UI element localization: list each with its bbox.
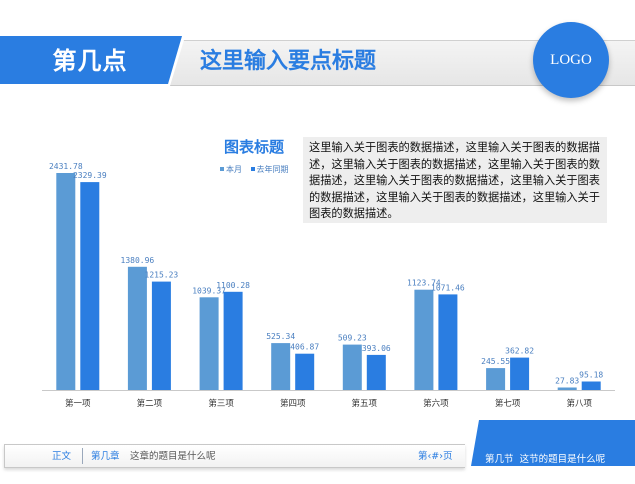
- footer-section-label: 第几节: [485, 454, 514, 465]
- x-tick-label-4: 第四项: [280, 398, 306, 409]
- chart-description: 这里输入关于图表的数据描述，这里输入关于图表的数据描述，这里输入关于图表的数据描…: [303, 137, 607, 223]
- bar-s1-8: [557, 387, 577, 390]
- data-label-s2-2: 1215.23: [145, 271, 179, 280]
- footer-bar: [4, 444, 465, 468]
- logo: LOGO: [533, 22, 609, 98]
- data-label-s1-2: 1380.96: [121, 256, 155, 265]
- footer-body-label: 正文: [52, 451, 72, 462]
- bar-s2-6: [438, 294, 458, 390]
- footer-divider: [82, 448, 83, 464]
- bar-s1-4: [271, 343, 291, 390]
- data-label-s1-8: 27.83: [555, 377, 579, 386]
- footer-section-text: 第几节 这节的题目是什么呢: [485, 451, 605, 465]
- data-label-s2-1: 2329.39: [73, 171, 107, 180]
- legend-label-1: 本月: [226, 165, 242, 174]
- x-tick-label-3: 第三项: [208, 398, 234, 409]
- x-tick-label-6: 第六项: [423, 398, 449, 409]
- data-label-s1-6: 1123.74: [407, 279, 441, 288]
- bar-s2-5: [366, 354, 386, 390]
- data-label-s1-4: 525.34: [266, 332, 295, 341]
- header-section-tab: [0, 36, 182, 84]
- footer-chapter-label: 第几章: [91, 451, 120, 462]
- legend-swatch-2: [250, 167, 255, 171]
- data-label-s1-3: 1039.37: [192, 286, 226, 295]
- footer-section-tab: [471, 420, 635, 466]
- bar-s2-3: [223, 291, 243, 390]
- bar-s1-3: [199, 297, 219, 390]
- bar-s2-7: [510, 357, 530, 390]
- page-title: 这里输入要点标题: [200, 49, 377, 74]
- bar-s2-8: [581, 381, 601, 390]
- footer-section-title: 这节的题目是什么呢: [519, 454, 606, 465]
- chart-legend: 本月 去年同期: [220, 164, 295, 175]
- legend-swatch-1: [220, 167, 224, 171]
- x-tick-label-2: 第二项: [137, 398, 163, 409]
- legend-label-2: 去年同期: [256, 165, 289, 174]
- x-tick-label-1: 第一项: [65, 398, 91, 409]
- legend-item-2: 去年同期: [250, 165, 289, 174]
- bar-s1-6: [414, 289, 434, 390]
- bar-s1-2: [127, 266, 147, 390]
- data-label-s2-4: 406.87: [290, 343, 319, 352]
- data-label-s2-3: 1100.28: [216, 281, 250, 290]
- bar-s1-7: [486, 368, 506, 390]
- data-label-s2-7: 362.82: [505, 347, 534, 356]
- chart-title: 图表标题: [224, 138, 285, 156]
- x-tick-label-5: 第五项: [352, 398, 378, 409]
- bar-s2-1: [80, 182, 100, 390]
- x-tick-label-8: 第八项: [566, 398, 592, 409]
- x-tick-label-7: 第七项: [495, 398, 521, 409]
- section-label: 第几点: [52, 47, 128, 75]
- data-label-s2-8: 95.18: [579, 371, 603, 380]
- bar-s1-1: [56, 173, 76, 390]
- bar-s1-5: [342, 344, 362, 390]
- footer-page-number: 第‹#›页: [418, 451, 453, 462]
- data-label-s2-5: 393.06: [362, 344, 391, 353]
- data-label-s2-6: 1071.46: [431, 283, 465, 292]
- data-label-s1-5: 509.23: [338, 334, 367, 343]
- legend-item-1: 本月: [220, 165, 242, 174]
- data-label-s1-7: 245.55: [481, 357, 510, 366]
- bar-s2-2: [151, 281, 171, 390]
- footer-chapter-title: 这章的题目是什么呢: [130, 451, 216, 462]
- data-label-s1-1: 2431.78: [49, 162, 83, 171]
- bar-s2-4: [295, 353, 315, 390]
